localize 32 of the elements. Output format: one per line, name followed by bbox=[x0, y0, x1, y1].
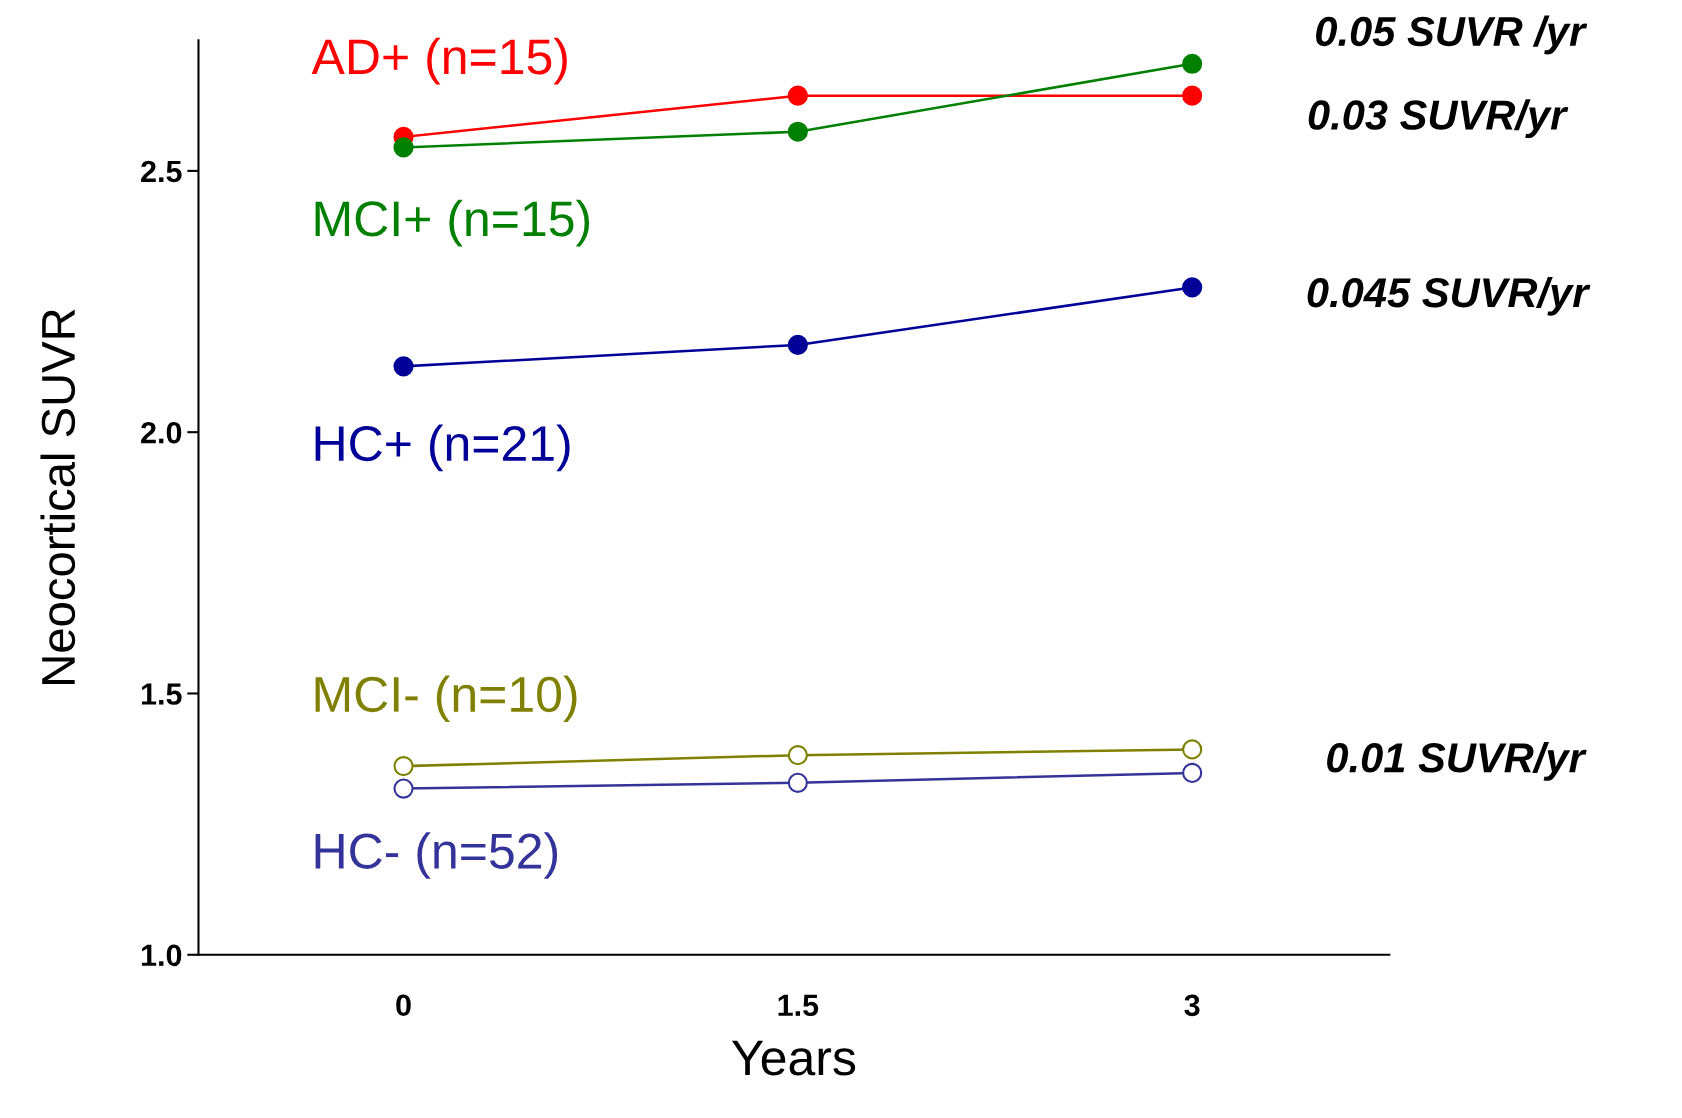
point bbox=[393, 137, 414, 158]
annotation: 0.045 SUVR/yr bbox=[1307, 276, 1591, 316]
annotation: 0.01 SUVR/yr bbox=[1327, 741, 1587, 781]
point bbox=[1182, 739, 1203, 760]
point bbox=[1182, 277, 1203, 298]
x-tick-label: 0 bbox=[396, 994, 411, 1017]
y-tick-label: 2.5 bbox=[141, 160, 182, 183]
point bbox=[787, 772, 808, 793]
series-label: AD+ (n=15) bbox=[311, 37, 567, 85]
y-tick-label: 1.0 bbox=[141, 944, 182, 967]
series-label: MCI+ (n=15) bbox=[315, 199, 590, 247]
point bbox=[393, 356, 414, 377]
point bbox=[787, 85, 808, 106]
point bbox=[787, 334, 808, 355]
annotation: 0.03 SUVR/yr bbox=[1308, 99, 1569, 139]
y-tick-label: 1.5 bbox=[141, 683, 182, 705]
x-axis-title: Years bbox=[731, 1040, 856, 1076]
x-tick-label: 1.5 bbox=[778, 994, 819, 1017]
point bbox=[1182, 53, 1203, 74]
annotation: 0.05 SUVR /yr bbox=[1316, 15, 1588, 55]
series-label: HC- (n=52) bbox=[315, 832, 558, 879]
series-label: MCI- (n=10) bbox=[315, 675, 577, 722]
series-label: HC+ (n=21) bbox=[315, 424, 570, 472]
point bbox=[787, 745, 808, 766]
point bbox=[787, 121, 808, 142]
x-tick-label: 3 bbox=[1184, 994, 1200, 1017]
y-axis-title: Neocortical SUVR bbox=[40, 309, 76, 684]
y-tick-label: 2.0 bbox=[141, 421, 182, 444]
point bbox=[393, 778, 414, 799]
point bbox=[393, 756, 414, 777]
point bbox=[1182, 762, 1203, 783]
point bbox=[1182, 85, 1203, 106]
